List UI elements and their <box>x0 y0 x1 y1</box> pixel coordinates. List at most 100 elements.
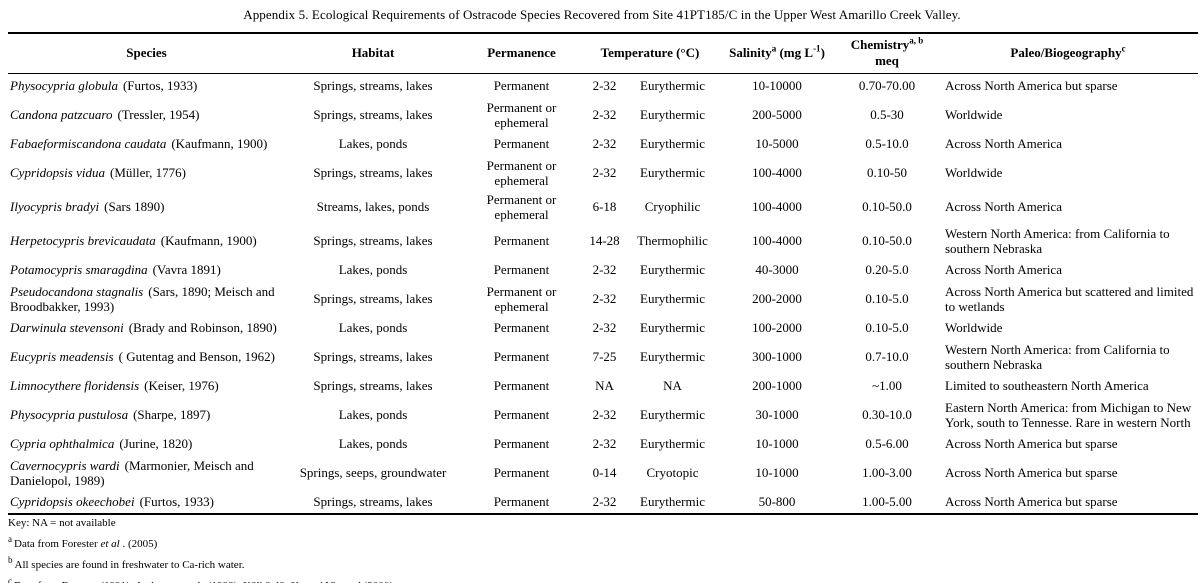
species-name: Herpetocypris brevicaudata <box>10 233 156 248</box>
salinity-cell: 300-1000 <box>752 349 802 364</box>
habitat-cell: Lakes, ponds <box>338 320 408 335</box>
species-cell: Physocypria globula (Furtos, 1933) <box>8 74 285 98</box>
temperature-range-cell: 2-32 <box>592 78 617 94</box>
chemistry-cell: 1.00-3.00 <box>862 465 912 480</box>
paleo-biogeography-cell: Western North America: from California t… <box>945 225 1170 256</box>
footnote-c-marker: c <box>8 575 12 583</box>
temperature-class-cell: Eurythermic <box>640 291 705 306</box>
table-row: Cypridopsis okeechobei (Furtos, 1933) Spr… <box>8 490 1198 514</box>
permanence-cell: Permanent <box>493 407 550 422</box>
paleo-biogeography-cell: Worldwide <box>945 107 1003 122</box>
salinity-cell: 10-5000 <box>755 136 799 151</box>
table-row: Pseudocandona stagnalis (Sars, 1890; Meis… <box>8 282 1198 316</box>
salinity-cell: 200-5000 <box>752 107 802 122</box>
temperature-range-cell: 2-32 <box>592 262 617 277</box>
paleo-biogeography-cell: Limited to southeastern North America <box>945 378 1149 393</box>
salinity-footnote-marker: a <box>771 43 777 54</box>
temperature-range-cell: NA <box>595 378 614 393</box>
permanence-cell: Permanent <box>493 465 550 480</box>
temperature-class-cell: Eurythermic <box>640 407 705 422</box>
species-name: Ilyocypris bradyi <box>10 199 100 214</box>
species-cell: Ilyocypris bradyi (Sars 1890) <box>8 190 285 224</box>
species-name: Eucypris meadensis <box>10 349 114 364</box>
chemistry-cell: 0.30-10.0 <box>862 407 912 422</box>
species-name: Physocypria pustulosa <box>10 407 129 422</box>
temperature-class-cell: Eurythermic <box>640 107 705 122</box>
habitat-cell: Springs, streams, lakes <box>313 107 433 122</box>
species-authority: (Kaufmann, 1900) <box>171 136 268 151</box>
table-row: Cypria ophthalmica (Jurine, 1820) Lakes, … <box>8 432 1198 456</box>
permanence-cell: Permanent <box>493 378 550 393</box>
temperature-class-cell: Eurythermic <box>640 78 705 94</box>
footnote-b-marker: b <box>8 554 13 565</box>
table-row: Eucypris meadensis ( Gutentag and Benson,… <box>8 340 1198 374</box>
chemistry-cell: 0.70-70.00 <box>858 78 916 94</box>
species-name: Limnocythere floridensis <box>10 378 140 393</box>
permanence-cell: Permanent <box>493 436 550 451</box>
chemistry-footnote-marker: a, b <box>909 35 924 46</box>
habitat-cell: Lakes, ponds <box>338 262 408 277</box>
paleo-biogeography-cell: Across North America but scattered and l… <box>945 283 1194 314</box>
paleo-biogeography-cell: Eastern North America: from Michigan to … <box>945 399 1192 430</box>
paleo-biogeography-cell: Across North America but sparse <box>945 78 1118 94</box>
species-name: Potamocypris smaragdina <box>10 262 148 277</box>
temperature-range-cell: 2-32 <box>592 407 617 422</box>
temperature-range-cell: 2-32 <box>592 107 617 122</box>
column-header-paleo-biogeography: Paleo/Biogeographyc <box>938 33 1198 74</box>
paleo-biogeography-cell: Across North America but sparse <box>945 465 1118 480</box>
chemistry-cell: 0.7-10.0 <box>865 349 909 364</box>
table-row: Ilyocypris bradyi (Sars 1890) Streams, la… <box>8 190 1198 224</box>
salinity-cell: 100-4000 <box>752 165 802 180</box>
temperature-class-cell: Eurythermic <box>640 436 705 451</box>
salinity-cell: 30-1000 <box>755 407 799 422</box>
habitat-cell: Springs, streams, lakes <box>313 493 433 509</box>
species-name: Cypria ophthalmica <box>10 436 115 451</box>
footnote-a-marker: a <box>8 533 12 544</box>
salinity-cell: 10-10000 <box>752 78 802 94</box>
chemistry-label: Chemistry <box>850 37 910 52</box>
species-name: Cavernocypris wardi <box>10 457 120 473</box>
temperature-class-cell: Eurythermic <box>640 136 705 151</box>
temperature-range-cell: 14-28 <box>589 233 620 248</box>
habitat-cell: Streams, lakes, ponds <box>316 199 430 214</box>
salinity-unit-exponent: -1 <box>813 43 821 54</box>
column-header-habitat: Habitat <box>285 33 461 74</box>
paleo-biogeography-cell: Across North America <box>945 199 1062 214</box>
chemistry-cell: ~1.00 <box>872 378 902 393</box>
paleo-biogeography-cell: Across North America but sparse <box>945 436 1118 451</box>
habitat-cell: Springs, streams, lakes <box>313 378 433 393</box>
temperature-range-cell: 2-32 <box>592 493 617 509</box>
habitat-cell: Springs, streams, lakes <box>313 349 433 364</box>
temperature-class-cell: Eurythermic <box>640 493 705 509</box>
table-row: Physocypria globula (Furtos, 1933) Spring… <box>8 74 1198 98</box>
chemistry-cell: 0.10-50.0 <box>862 199 912 214</box>
permanence-cell: Permanent <box>493 493 550 509</box>
salinity-cell: 10-1000 <box>755 465 799 480</box>
chemistry-cell: 0.10-5.0 <box>865 291 909 306</box>
chemistry-cell: 0.20-5.0 <box>865 262 909 277</box>
species-cell: Cavernocypris wardi (Marmonier, Meisch an… <box>8 456 285 490</box>
species-cell: Fabaeformiscandona caudata (Kaufmann, 190… <box>8 132 285 156</box>
temperature-class-cell: NA <box>663 378 682 393</box>
footnotes-section: Key: NA = not available a Data from Fores… <box>8 517 1204 583</box>
permanence-cell: Permanent or ephemeral <box>486 283 557 314</box>
species-authority: (Jurine, 1820) <box>119 436 193 451</box>
species-name: Physocypria globula <box>10 78 118 94</box>
species-authority: (Tressler, 1954) <box>117 107 200 122</box>
habitat-cell: Springs, streams, lakes <box>313 78 433 94</box>
table-row: Cavernocypris wardi (Marmonier, Meisch an… <box>8 456 1198 490</box>
table-row: Potamocypris smaragdina (Vavra 1891) Lake… <box>8 258 1198 282</box>
column-header-salinity: Salinitya (mg L-1) <box>718 33 836 74</box>
species-cell: Candona patzcuaro (Tressler, 1954) <box>8 98 285 132</box>
footnote-b: b All species are found in freshwater to … <box>8 554 245 571</box>
habitat-cell: Springs, streams, lakes <box>313 291 433 306</box>
species-cell: Cypria ophthalmica (Jurine, 1820) <box>8 432 285 456</box>
species-name: Cypridopsis okeechobei <box>10 493 135 509</box>
species-name: Cypridopsis vidua <box>10 165 105 180</box>
species-cell: Limnocythere floridensis (Keiser, 1976) <box>8 374 285 398</box>
table-row: Fabaeformiscandona caudata (Kaufmann, 190… <box>8 132 1198 156</box>
temperature-range-cell: 2-32 <box>592 136 617 151</box>
species-cell: Darwinula stevensoni (Brady and Robinson,… <box>8 316 285 340</box>
species-cell: Pseudocandona stagnalis (Sars, 1890; Meis… <box>8 282 285 316</box>
